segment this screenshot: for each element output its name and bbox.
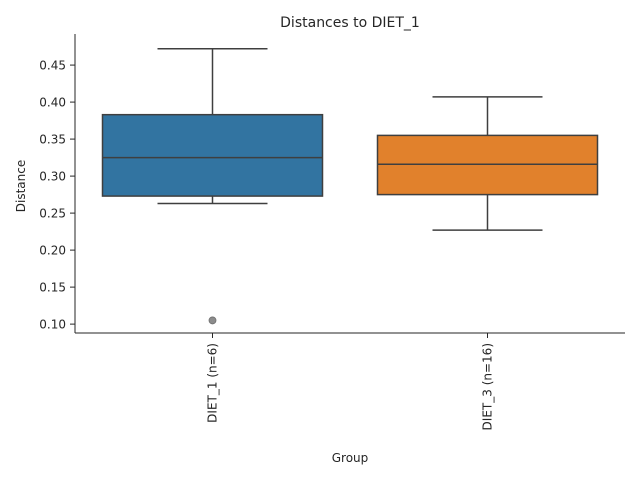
chart-title: Distances to DIET_1 [280, 15, 420, 31]
x-tick-label: DIET_3 (n=16) [481, 343, 495, 430]
y-tick-label: 0.10 [39, 318, 66, 332]
y-tick-label: 0.25 [39, 207, 66, 221]
x-axis-label: Group [332, 451, 369, 465]
box-series [101, 48, 599, 325]
y-tick-label: 0.15 [39, 281, 66, 295]
y-tick-label: 0.20 [39, 244, 66, 258]
y-tick-label: 0.35 [39, 133, 66, 147]
y-tick-label: 0.45 [39, 59, 66, 73]
y-axis-label: Distance [14, 160, 28, 212]
y-tick-label: 0.30 [39, 170, 66, 184]
outlier-point [208, 316, 217, 325]
box-group [376, 96, 599, 231]
y-axis-ticks: 0.10 0.15 0.20 0.25 0.30 0.35 0.40 0.45 [39, 59, 75, 332]
y-tick-label: 0.40 [39, 96, 66, 110]
box-group [101, 48, 324, 325]
iqr-box [101, 113, 324, 197]
x-axis-ticks: DIET_1 (n=6) DIET_3 (n=16) [206, 333, 495, 430]
x-tick-label: DIET_1 (n=6) [206, 343, 220, 423]
